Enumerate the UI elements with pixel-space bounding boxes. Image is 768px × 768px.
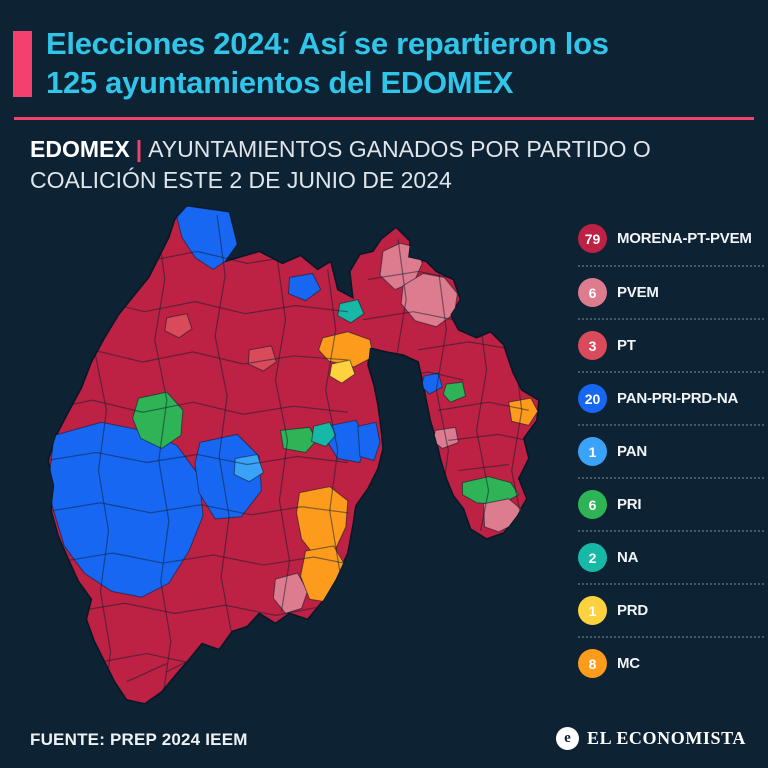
legend-count-badge: 8 (578, 649, 607, 678)
map-region-pan-pri-prd-na (287, 272, 322, 302)
brand-logo: e EL ECONOMISTA (556, 727, 746, 750)
municipal-border-line (475, 309, 490, 532)
legend-item-label: PVEM (617, 284, 659, 301)
legend-count-badge: 6 (578, 278, 607, 307)
legend-item: 20 PAN-PRI-PRD-NA (578, 371, 764, 424)
legend-item: 2 NA (578, 530, 764, 583)
municipal-border-line (154, 219, 172, 697)
title-line-1: Elecciones 2024: Así se repartieron los (46, 26, 609, 61)
legend-item: 6 PVEM (578, 265, 764, 318)
legend-count-badge: 3 (578, 331, 607, 360)
subtitle-lead: EDOMEX (30, 136, 130, 162)
municipal-border-line (418, 341, 517, 351)
legend-item-label: PRI (617, 496, 642, 513)
el-economista-logo-icon: e (556, 727, 579, 750)
title-accent-bar (13, 31, 32, 97)
subtitle: EDOMEX | AYUNTAMIENTOS GANADOS POR PARTIDO… (30, 134, 735, 196)
legend-item-label: PT (617, 337, 636, 354)
legend-count-badge: 1 (578, 596, 607, 625)
map-region-pvem (272, 572, 309, 614)
subtitle-text: AYUNTAMIENTOS GANADOS POR PARTIDO O COAL… (30, 136, 651, 193)
legend: 79 MORENA-PT-PVEM 6 PVEM 3 PT 20 PAN-PRI… (578, 212, 764, 689)
municipal-border-line (435, 269, 449, 511)
legend-item: 6 PRI (578, 477, 764, 530)
municipal-border-line (48, 399, 348, 415)
legend-item: 1 PRD (578, 583, 764, 636)
legend-count-badge: 6 (578, 490, 607, 519)
edomex-choropleth-svg (47, 205, 540, 705)
legend-count-badge: 2 (578, 543, 607, 572)
page-title: Elecciones 2024: Así se repartieron los … (46, 24, 609, 102)
municipal-border-line (64, 552, 344, 566)
municipal-border-line (458, 463, 509, 472)
edomex-map (16, 198, 564, 723)
municipal-border-line (395, 239, 407, 361)
source-note: FUENTE: PREP 2024 IEEM (30, 730, 248, 749)
municipal-border-line (448, 433, 527, 441)
municipal-border-line (126, 663, 168, 683)
legend-count-badge: 20 (578, 384, 607, 413)
municipal-border-line (48, 451, 348, 466)
legend-item: 3 PT (578, 318, 764, 371)
municipal-border-line (52, 502, 348, 516)
legend-item-label: PAN-PRI-PRD-NA (617, 390, 739, 407)
map-region-na (337, 299, 365, 324)
legend-item-label: PAN (617, 443, 647, 460)
legend-item: 1 PAN (578, 424, 764, 477)
map-region-pri (279, 426, 318, 454)
map-region-pri (442, 381, 467, 403)
legend-item: 79 MORENA-PT-PVEM (578, 212, 764, 265)
title-line-2: 125 ayuntamientos del EDOMEX (46, 65, 514, 100)
municipal-border-line (274, 259, 291, 612)
municipal-border-line (76, 602, 318, 616)
legend-item-label: MORENA-PT-PVEM (617, 230, 752, 247)
legend-item-label: NA (617, 549, 639, 566)
map-region-pt (164, 313, 193, 339)
legend-item-label: MC (617, 655, 640, 672)
map-region-na (311, 421, 337, 448)
map-region-pan (233, 453, 264, 483)
legend-count-badge: 1 (578, 437, 607, 466)
legend-item: 8 MC (578, 636, 764, 689)
map-region-prd (329, 359, 356, 384)
map-region-pt (247, 345, 278, 372)
subtitle-separator: | (135, 136, 143, 162)
map-region-pan-pri-prd-na (194, 433, 262, 520)
pink-divider (14, 117, 754, 120)
legend-count-badge: 79 (578, 224, 607, 253)
map-region-mc (508, 397, 539, 426)
map-region-mc (318, 331, 374, 368)
map-region-pan-pri-prd-na (357, 421, 381, 462)
brand-name: EL ECONOMISTA (587, 728, 746, 748)
municipal-border-line (214, 215, 232, 632)
legend-item-label: PRD (617, 602, 649, 619)
municipal-border-line (438, 401, 529, 411)
